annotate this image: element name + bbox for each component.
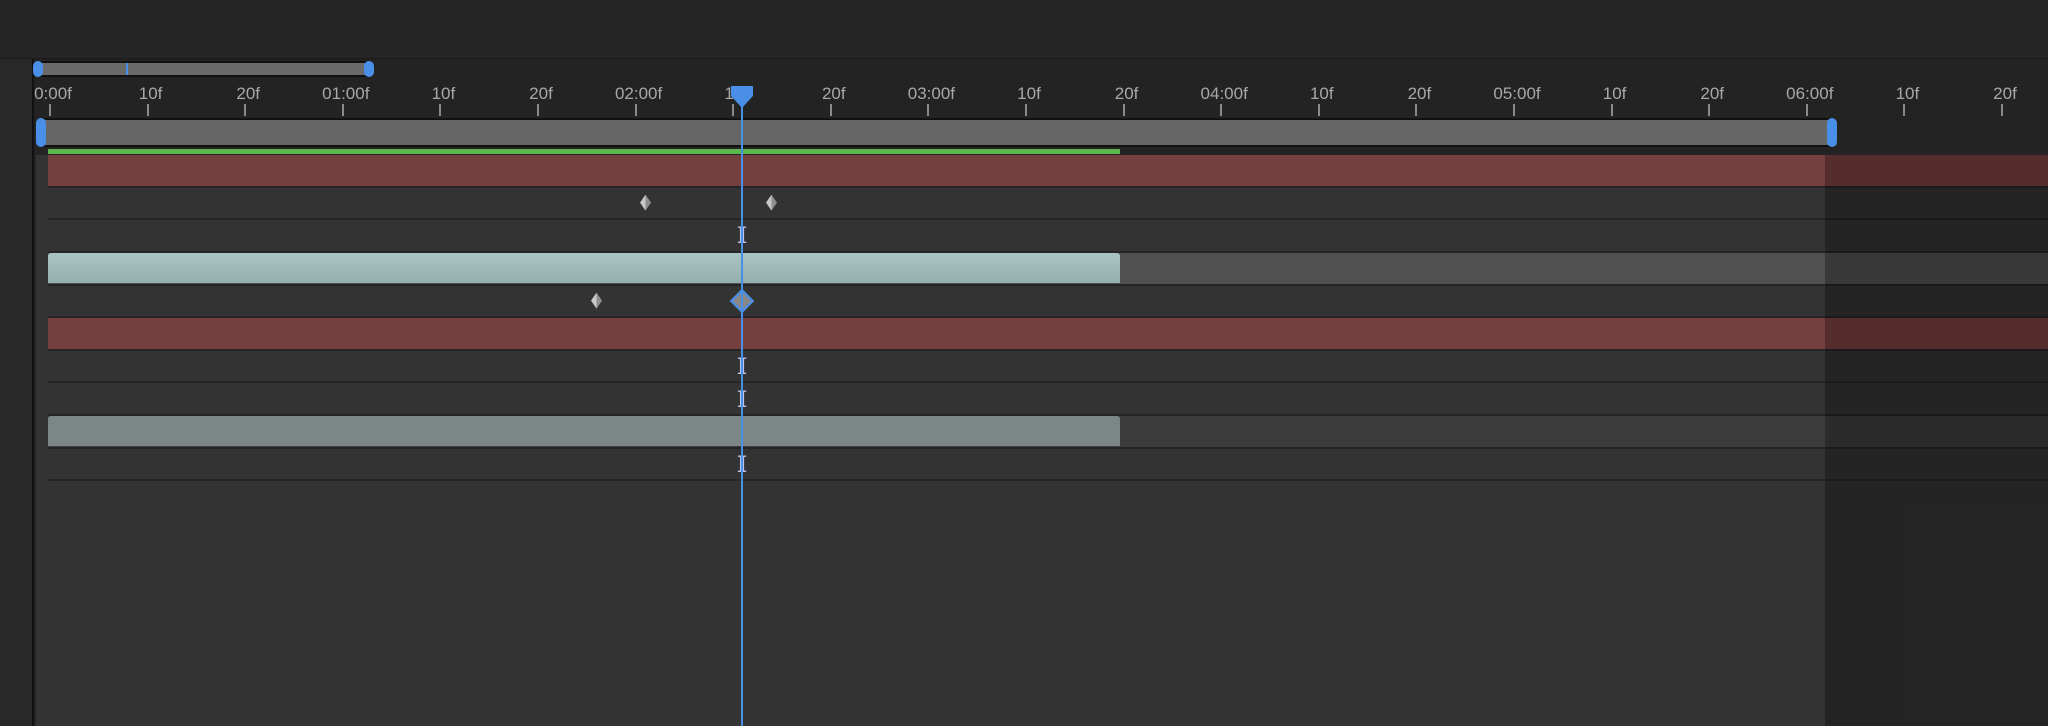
navigator-current-time-marker: [126, 63, 128, 75]
ruler-tick: [1903, 104, 1906, 116]
ruler-tick: [732, 104, 735, 116]
ruler-tick: [1513, 104, 1515, 116]
ruler-tick: [927, 104, 930, 116]
work-area-end-handle[interactable]: [1827, 118, 1837, 147]
keyframe-icon[interactable]: [591, 292, 602, 309]
panel-header: [0, 0, 2048, 59]
track-row-ibeam[interactable]: I: [48, 449, 2048, 482]
ruler-label: 10f: [1017, 84, 1041, 103]
keyframe-icon[interactable]: [640, 194, 651, 211]
layer-clip-bar[interactable]: [48, 252, 1120, 283]
ruler-tick: [1317, 104, 1320, 116]
ruler-label: 20f: [1700, 84, 1725, 103]
ruler-tick: [1122, 104, 1125, 116]
navigator-start-handle[interactable]: [33, 61, 43, 77]
ruler-tick: [1708, 104, 1711, 116]
track-row-red[interactable]: [48, 155, 2048, 188]
render-cache-bar: [48, 149, 1120, 154]
ruler-label: 20f: [529, 84, 553, 103]
ruler-label: 0:00f: [34, 84, 72, 103]
layer-panel-edge: [0, 59, 34, 726]
layer-clip-bar[interactable]: [48, 416, 1120, 447]
timeline-tracks: IIII: [36, 155, 2048, 726]
ruler-tick: [146, 104, 149, 116]
ruler-label: 10f: [138, 84, 163, 103]
ruler-tick: [1805, 104, 1808, 116]
ruler-tick: [537, 104, 539, 116]
playhead-line: [741, 100, 743, 726]
ruler-label: 10f: [1602, 84, 1627, 103]
track-row-ibeam[interactable]: I: [48, 384, 2048, 417]
ruler-tick: [49, 104, 51, 116]
ruler-label: 10f: [1309, 84, 1334, 103]
track-row-keyframes[interactable]: [48, 188, 2048, 221]
ruler-label: 20f: [236, 84, 261, 103]
outside-comp-region: [1825, 155, 2048, 726]
ruler-label: 05:00f: [1493, 84, 1541, 103]
time-ruler[interactable]: 0:00f 10f 20f 01:00f 10f 20f 02:00f 10f 20f 03:00…: [34, 80, 2048, 116]
ruler-label: 10f: [1895, 84, 1920, 103]
track-row-keyframes[interactable]: [48, 286, 2048, 319]
ruler-label: 06:00f: [1786, 84, 1834, 103]
ruler-tick: [829, 104, 832, 116]
time-navigator[interactable]: [37, 61, 371, 77]
keyframe-icon[interactable]: [766, 194, 777, 211]
ruler-tick: [1025, 104, 1027, 116]
track-row-red[interactable]: [48, 318, 2048, 351]
ruler-label: 20f: [1407, 84, 1432, 103]
navigator-end-handle[interactable]: [364, 61, 374, 77]
ruler-tick: [244, 104, 247, 116]
ruler-tick: [439, 104, 442, 116]
ruler-label: 02:00f: [614, 84, 663, 103]
ruler-label: 04:00f: [1200, 84, 1248, 103]
ruler-label: 20f: [1114, 84, 1139, 103]
ruler-label: 03:00f: [907, 84, 956, 103]
ruler-label: 10f: [431, 84, 456, 103]
track-row-gray-clip[interactable]: [48, 416, 2048, 449]
work-area-bar[interactable]: [39, 118, 1835, 147]
ruler-tick: [1220, 104, 1223, 116]
ruler-tick: [1610, 104, 1613, 116]
track-row-teal-clip[interactable]: [48, 252, 2048, 286]
track-row-ibeam[interactable]: I: [48, 220, 2048, 253]
work-area-start-handle[interactable]: [36, 118, 46, 147]
ruler-label: 01:00f: [322, 84, 370, 103]
ruler-tick: [1415, 104, 1418, 116]
ruler-tick: [341, 104, 344, 116]
ruler-tick: [634, 104, 637, 116]
ruler-label: 20f: [821, 84, 846, 103]
ruler-tick: [2001, 104, 2003, 116]
ruler-label: 20f: [1993, 84, 2017, 103]
track-row-ibeam[interactable]: I: [48, 351, 2048, 384]
